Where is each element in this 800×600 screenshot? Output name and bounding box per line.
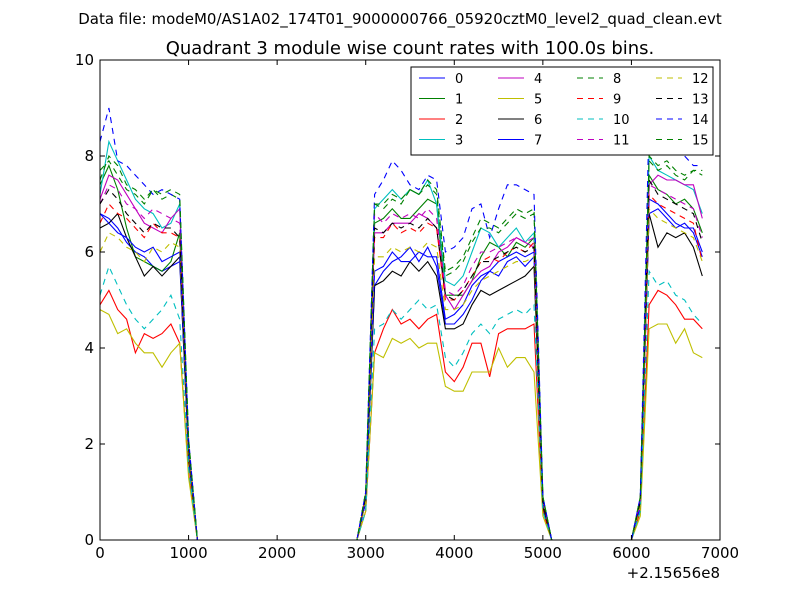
legend-label-5: 5 bbox=[534, 93, 542, 108]
legend-label-10: 10 bbox=[613, 113, 630, 128]
x-tick-label: 3000 bbox=[347, 544, 385, 562]
data-file-suptitle: Data file: modeM0/AS1A02_174T01_90000007… bbox=[78, 10, 722, 29]
axes-frame bbox=[99, 59, 721, 541]
legend-label-15: 15 bbox=[692, 134, 709, 149]
legend-label-2: 2 bbox=[455, 113, 463, 128]
legend-label-0: 0 bbox=[455, 72, 463, 87]
legend-label-11: 11 bbox=[613, 134, 630, 149]
legend-label-3: 3 bbox=[455, 134, 463, 149]
chart-title: Quadrant 3 module wise count rates with … bbox=[166, 38, 655, 59]
series-line-2 bbox=[99, 289, 703, 541]
legend-label-14: 14 bbox=[692, 113, 709, 128]
x-tick-label: 6000 bbox=[612, 544, 650, 562]
legend-label-9: 9 bbox=[613, 93, 621, 108]
y-tick-label: 2 bbox=[84, 435, 94, 453]
y-tick-label: 6 bbox=[84, 243, 94, 261]
y-tick-label: 4 bbox=[84, 339, 94, 357]
legend-label-13: 13 bbox=[692, 93, 709, 108]
legend-label-1: 1 bbox=[455, 93, 463, 108]
y-tick-label: 10 bbox=[75, 51, 94, 69]
y-tick-label: 0 bbox=[84, 531, 94, 549]
x-tick-label: 2000 bbox=[258, 544, 296, 562]
x-tick-label: 7000 bbox=[701, 544, 739, 562]
legend-label-4: 4 bbox=[534, 72, 542, 87]
x-tick-label: 1000 bbox=[169, 544, 207, 562]
legend-box bbox=[410, 66, 714, 156]
y-tick-label: 8 bbox=[84, 147, 94, 165]
legend-label-8: 8 bbox=[613, 72, 621, 87]
legend-label-6: 6 bbox=[534, 113, 542, 128]
legend-label-12: 12 bbox=[692, 72, 709, 87]
plot-lines bbox=[99, 107, 703, 541]
legend-label-7: 7 bbox=[534, 134, 542, 149]
x-offset-label: +2.15656e8 bbox=[627, 564, 720, 582]
series-line-10 bbox=[99, 264, 703, 541]
x-tick-label: 4000 bbox=[435, 544, 473, 562]
x-tick-label: 5000 bbox=[524, 544, 562, 562]
x-tick-label: 0 bbox=[95, 544, 105, 562]
series-line-5 bbox=[99, 309, 703, 541]
